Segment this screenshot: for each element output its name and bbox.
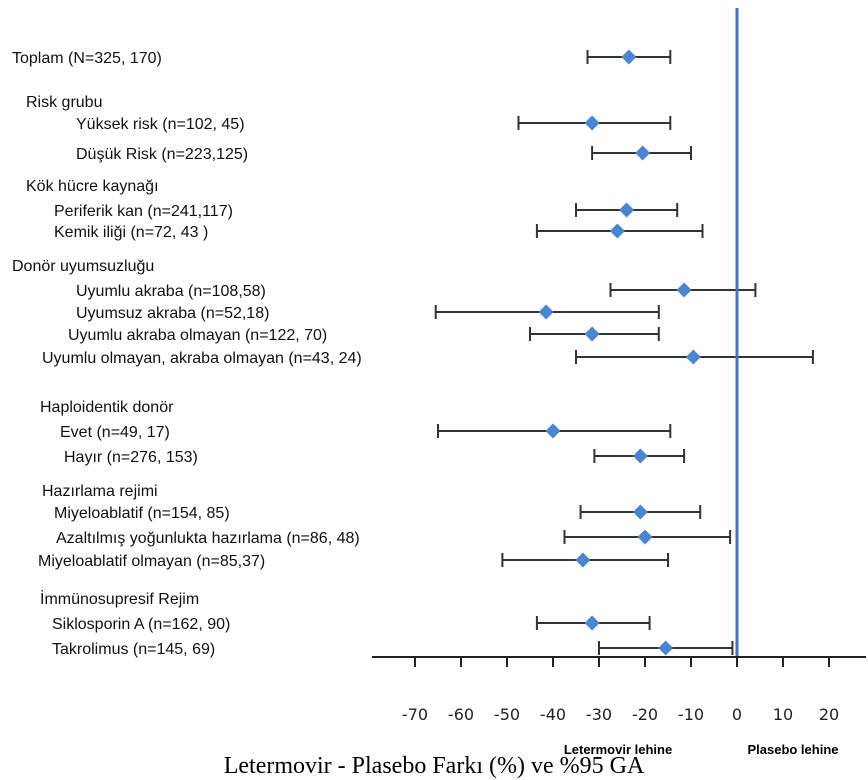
row-label: Yüksek risk (n=102, 45) <box>76 116 245 133</box>
point-estimate-marker <box>676 282 692 298</box>
row-label: Uyumlu akraba (n=108,58) <box>76 283 266 300</box>
point-estimate-marker <box>609 223 625 239</box>
x-tick-label: 0 <box>732 705 742 724</box>
row-label: Düşük Risk (n=223,125) <box>76 146 248 163</box>
group-header: İmmünosupresif Rejim <box>40 589 199 608</box>
point-estimate-marker <box>632 504 648 520</box>
point-estimate-marker <box>584 615 600 631</box>
row-label: Uyumsuz akraba (n=52,18) <box>76 305 269 322</box>
x-tick-label: -50 <box>494 705 520 724</box>
row-label: Miyeloablatif olmayan (n=85,37) <box>38 553 265 570</box>
row-label: Miyeloablatif (n=154, 85) <box>54 505 230 522</box>
x-axis: -70 -60 -50 -40 -30 -20 -10 0 10 20 <box>372 656 866 724</box>
point-estimate-marker <box>545 423 561 439</box>
group-header: Kök hücre kaynağı <box>26 178 159 195</box>
x-axis-title: Letermovir - Plasebo Farkı (%) ve %95 GA <box>224 753 645 779</box>
point-estimate-marker <box>658 640 674 656</box>
row-label: Siklosporin A (n=162, 90) <box>52 616 230 633</box>
point-estimate-marker <box>635 145 651 161</box>
point-estimate-marker <box>637 529 653 545</box>
x-tick-label: -30 <box>586 705 612 724</box>
row-label: Kemik iliği (n=72, 43 ) <box>54 224 208 241</box>
point-estimate-marker <box>575 552 591 568</box>
point-estimate-marker <box>632 448 648 464</box>
row-label: Azaltılmış yoğunlukta hazırlama (n=86, 4… <box>56 530 360 547</box>
group-header: Risk grubu <box>26 94 102 111</box>
x-axis-ticks: -70 -60 -50 -40 -30 -20 -10 0 10 20 <box>402 657 839 724</box>
group-header: Donör uyumsuzluğu <box>12 258 154 275</box>
point-estimate-marker <box>685 349 701 365</box>
point-estimate-marker <box>538 304 554 320</box>
x-tick-label: 10 <box>773 705 793 724</box>
group-header: Hazırlama rejimi <box>42 483 158 500</box>
x-tick-label: 20 <box>819 705 839 724</box>
x-tick-label: -20 <box>632 705 658 724</box>
point-estimate-marker <box>584 326 600 342</box>
favor-left-label: Letermovir lehine <box>564 742 672 757</box>
x-tick-label: -10 <box>678 705 704 724</box>
point-estimate-marker <box>621 49 637 65</box>
row-label: Takrolimus (n=145, 69) <box>52 641 215 658</box>
group-header: Haploidentik donör <box>40 399 174 416</box>
row-label: Toplam (N=325, 170) <box>12 50 162 67</box>
point-estimate-marker <box>584 115 600 131</box>
plot-rows: Toplam (N=325, 170) Risk grubu Yüksek risk… <box>12 49 814 658</box>
favor-right-label: Plasebo lehine <box>747 742 838 757</box>
x-tick-label: -60 <box>448 705 474 724</box>
x-tick-label: -70 <box>402 705 428 724</box>
row-label: Evet (n=49, 17) <box>60 424 170 441</box>
x-tick-label: -40 <box>540 705 566 724</box>
point-estimate-marker <box>619 202 635 218</box>
row-label: Uyumlu akraba olmayan (n=122, 70) <box>68 327 327 344</box>
row-label: Uyumlu olmayan, akraba olmayan (n=43, 24… <box>42 350 362 367</box>
row-label: Hayır (n=276, 153) <box>64 449 198 466</box>
row-label: Periferik kan (n=241,117) <box>54 203 233 220</box>
